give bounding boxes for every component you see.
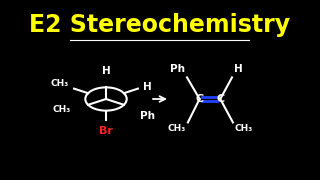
Text: C: C	[216, 94, 224, 104]
Text: CH₃: CH₃	[52, 105, 71, 114]
Text: H: H	[102, 66, 110, 76]
Text: Br: Br	[99, 126, 113, 136]
Text: C: C	[196, 94, 204, 104]
Text: Ph: Ph	[170, 64, 185, 74]
Text: CH₃: CH₃	[51, 79, 69, 88]
Text: CH₃: CH₃	[168, 124, 186, 133]
Text: E2 Stereochemistry: E2 Stereochemistry	[29, 13, 291, 37]
Text: Ph: Ph	[140, 111, 155, 121]
Text: H: H	[234, 64, 243, 74]
Text: CH₃: CH₃	[235, 124, 253, 133]
Text: H: H	[143, 82, 151, 92]
